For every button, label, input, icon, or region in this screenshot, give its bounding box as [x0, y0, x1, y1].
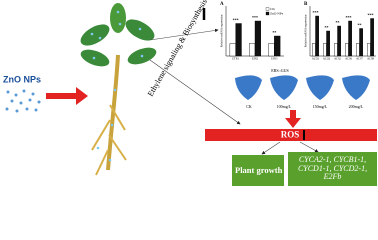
- gus-label: 100mg/L: [277, 104, 292, 109]
- bar: [229, 43, 236, 57]
- significance: ***: [368, 12, 374, 17]
- significance: ***: [346, 15, 352, 20]
- arrow: [149, 28, 219, 41]
- gus-label: 150mg/L: [313, 104, 328, 109]
- x-tick-label: ACS7: [356, 58, 363, 61]
- arrow: [261, 141, 281, 155]
- significance: **: [325, 25, 329, 30]
- y-axis-label: Relative mRNA expression: [304, 14, 308, 47]
- bar: [326, 30, 330, 57]
- significance: **: [336, 20, 340, 25]
- red-arrow: [46, 87, 88, 105]
- significance: ***: [252, 15, 258, 20]
- gus-title: EBS::GUS: [271, 68, 289, 73]
- y-axis-label: Relative mRNA expression: [220, 14, 224, 47]
- significance: **: [358, 22, 362, 27]
- arrow: [299, 141, 319, 153]
- bar: [323, 43, 327, 57]
- bar: [235, 23, 242, 57]
- bar: [359, 28, 363, 57]
- x-tick-label: EIN2: [252, 58, 259, 61]
- gus-label: CK: [246, 104, 252, 109]
- bar: [268, 43, 275, 57]
- graphical-abstract: ZnO NPs Ethylene signaling & Biosynthesi…: [3, 0, 377, 186]
- bar: [348, 20, 352, 57]
- significance: ***: [233, 17, 239, 22]
- legend-label: CK: [270, 7, 275, 11]
- gus-label: 200mg/L: [349, 104, 364, 109]
- red-arrow: [285, 110, 301, 128]
- arrow: [149, 59, 241, 125]
- panel-letter: A: [220, 2, 224, 7]
- bar: [345, 43, 349, 57]
- growth-label: Plant growth: [235, 165, 283, 175]
- bar: [334, 43, 338, 57]
- x-tick-label: ETR1: [232, 58, 239, 61]
- bar: [254, 20, 262, 57]
- legend-label: ZnO NPs: [270, 11, 284, 15]
- x-tick-label: ACS2: [334, 58, 341, 61]
- genes-label: CYCA2-1, CYCB1-1, CYCD1-1, CYCD2-1, E2Fb: [297, 155, 368, 182]
- ros-label: ROS: [281, 130, 300, 140]
- ethylene-label: Ethylene signaling & Biosynthesis: [146, 0, 209, 98]
- zno-label: ZnO NPs: [3, 74, 41, 84]
- x-tick-label: ACS8: [367, 58, 374, 61]
- bar: [337, 25, 341, 57]
- bar: [315, 15, 319, 57]
- x-tick-label: EIN3: [271, 58, 278, 61]
- bar: [356, 43, 360, 57]
- legend-swatch: [265, 11, 270, 16]
- bar: [367, 43, 371, 57]
- bar: [370, 18, 374, 57]
- bar: [274, 35, 281, 57]
- significance: **: [272, 30, 276, 35]
- ros-bar: [205, 129, 377, 141]
- nanoparticles: [5, 89, 41, 113]
- plant: [80, 3, 157, 176]
- x-tick-label: ACO2: [323, 58, 331, 61]
- bar: [312, 43, 316, 57]
- genes-box: CYCA2-1, CYCB1-1, CYCD1-1, CYCD2-1, E2Fb: [288, 152, 377, 186]
- x-tick-label: ACS6: [345, 58, 352, 61]
- legend-swatch: [265, 7, 270, 11]
- bar: [248, 43, 256, 57]
- significance: ***: [313, 10, 319, 15]
- gus-leaves: [235, 75, 370, 100]
- x-tick-label: ACO1: [312, 58, 320, 61]
- diagram: ZnO NPs Ethylene signaling & Biosynthesi…: [3, 0, 377, 176]
- panel-letter: B: [304, 2, 308, 7]
- growth-box: Plant growth: [232, 155, 284, 186]
